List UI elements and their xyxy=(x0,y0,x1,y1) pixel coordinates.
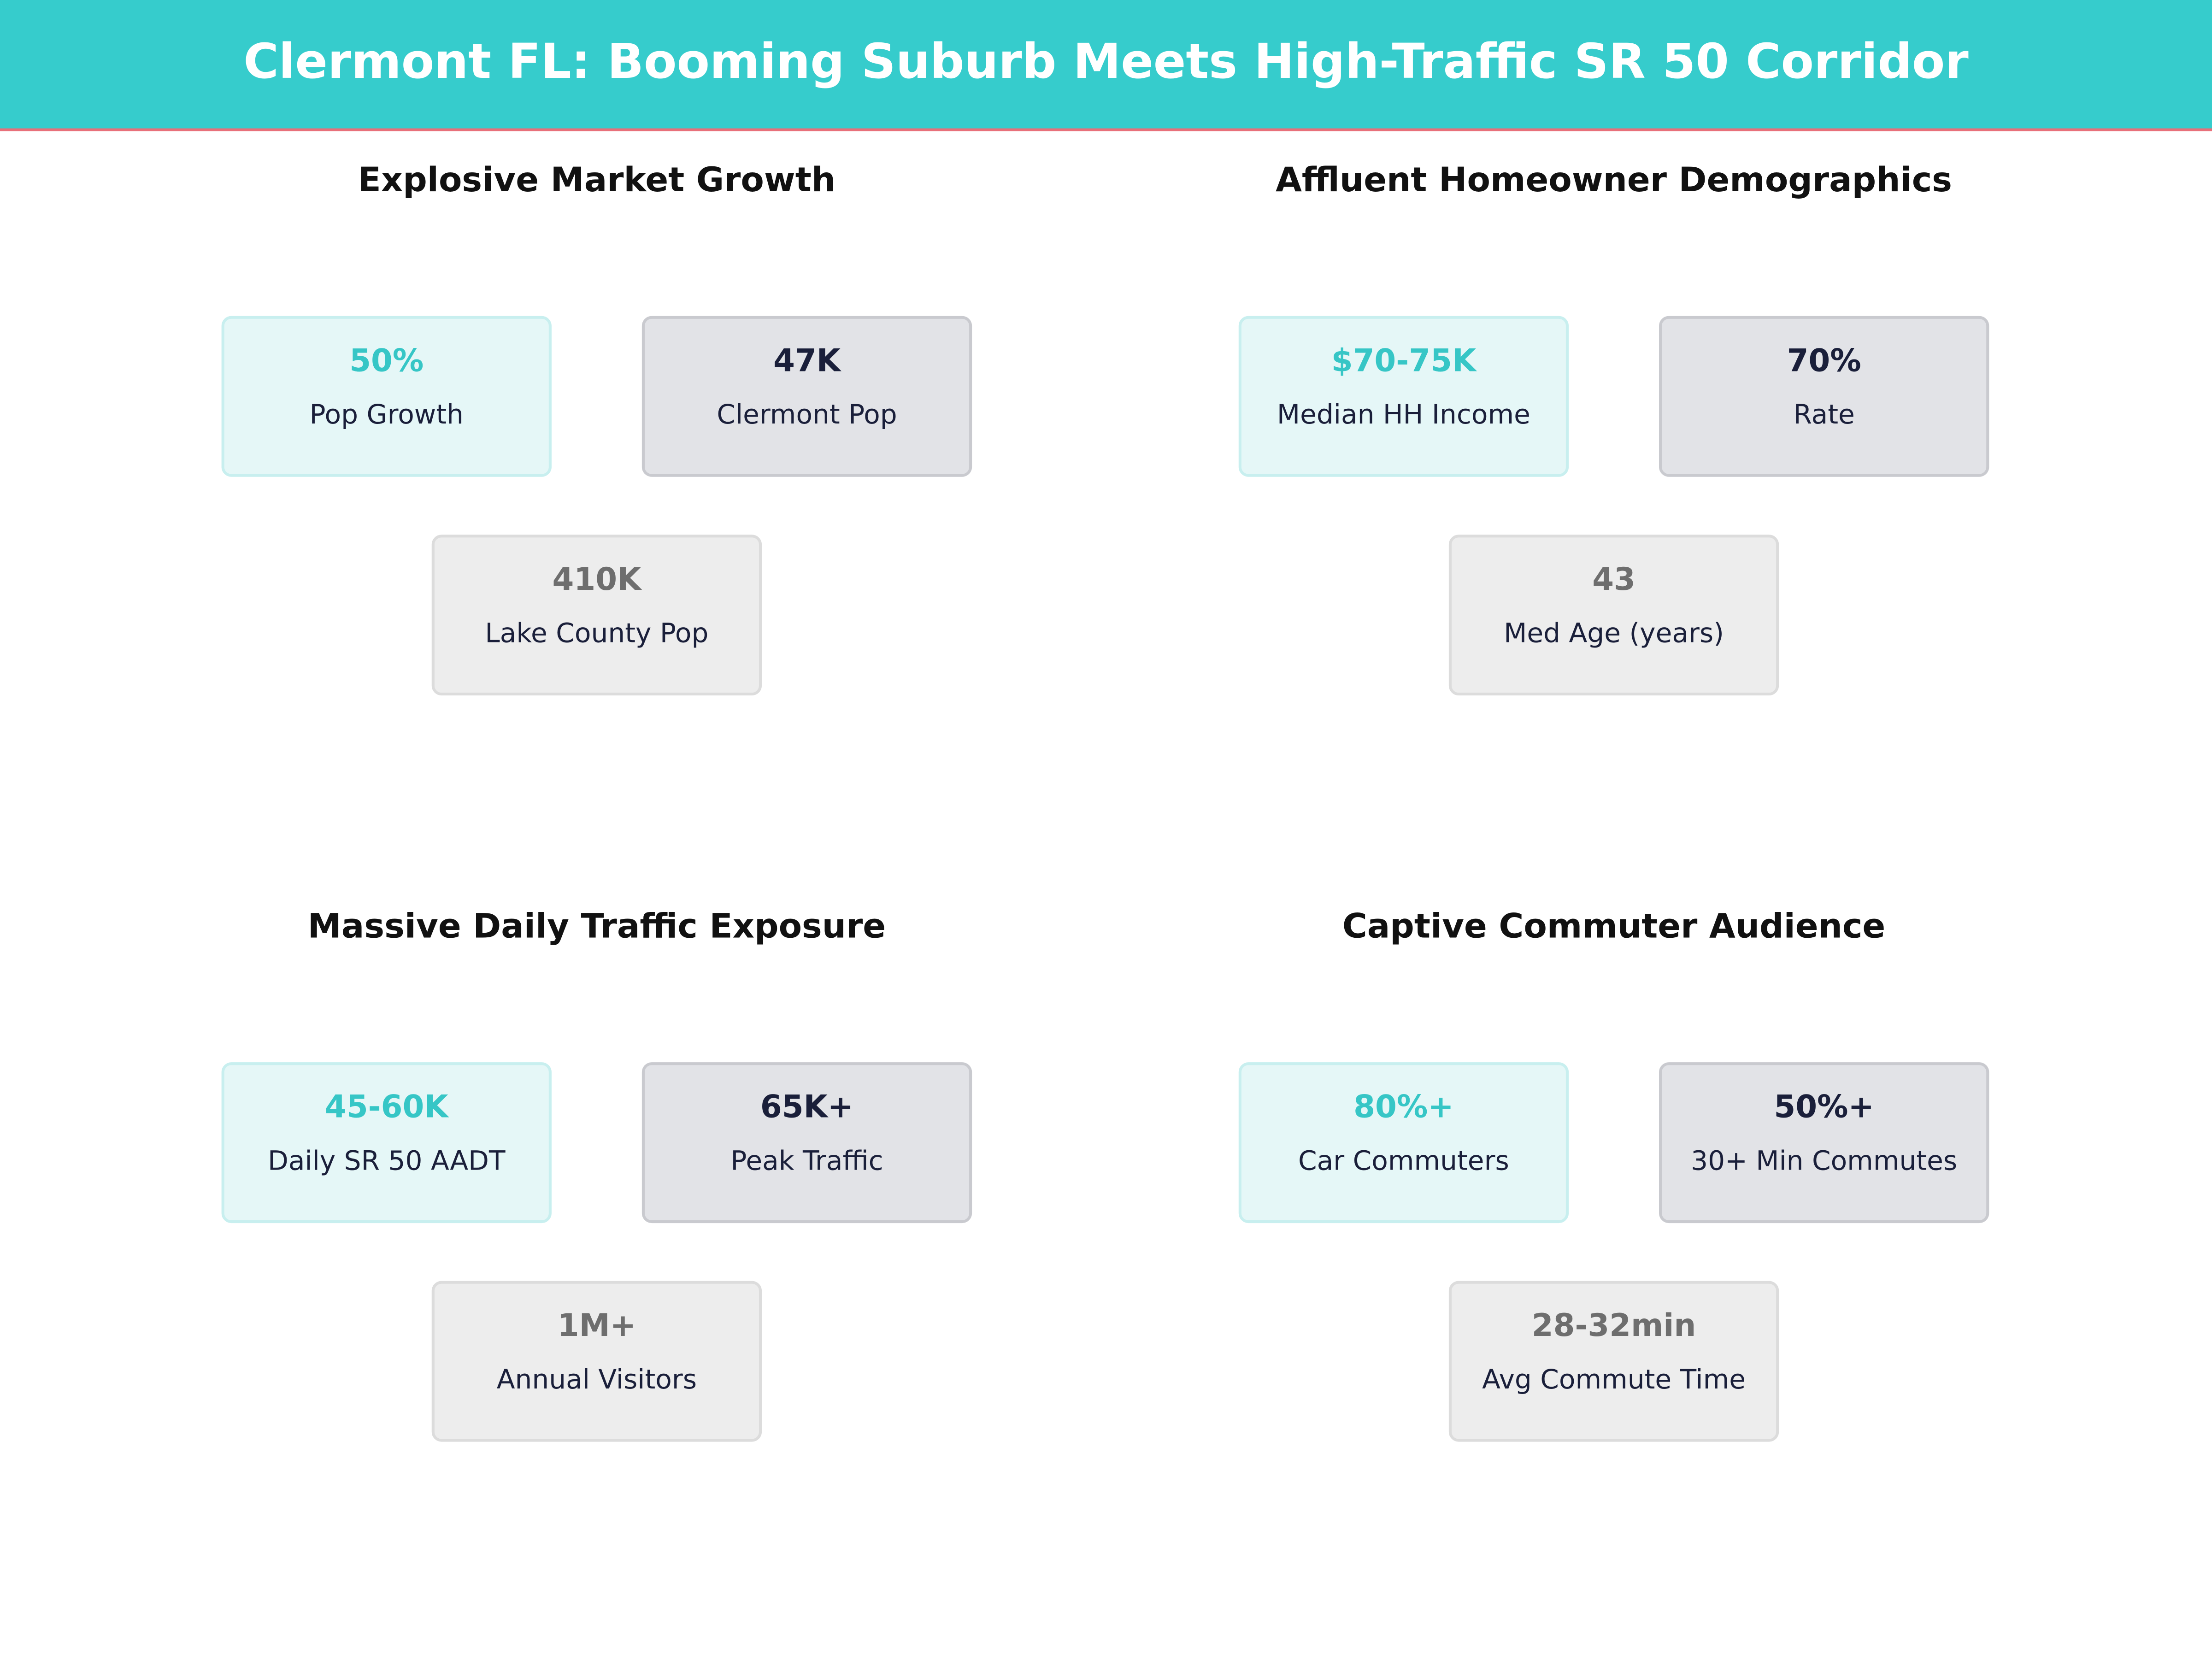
stat-value: 70% xyxy=(1787,342,1861,378)
stat-label: Daily SR 50 AADT xyxy=(268,1145,506,1177)
panel-title: Affluent Homeowner Demographics xyxy=(1276,160,1952,200)
stat-value: 47K xyxy=(773,342,842,378)
stat-card xyxy=(431,1281,762,1442)
stat-card xyxy=(221,316,552,477)
stat-card xyxy=(1238,1062,1569,1224)
header-title: Clermont FL: Booming Suburb Meets High-T… xyxy=(243,33,1969,89)
panel-title: Explosive Market Growth xyxy=(358,160,835,200)
stat-label: Rate xyxy=(1793,399,1854,430)
stat-value: 43 xyxy=(1592,561,1635,597)
stat-card xyxy=(1659,1062,1989,1224)
stat-card xyxy=(221,1062,552,1224)
stat-card xyxy=(431,535,762,696)
stat-value: 45-60K xyxy=(325,1088,449,1125)
stat-value: 80%+ xyxy=(1353,1088,1454,1125)
stat-card xyxy=(1659,316,1989,477)
stat-value: 28-32min xyxy=(1532,1307,1696,1343)
stat-value: 410K xyxy=(553,561,643,597)
stat-label: Peak Traffic xyxy=(730,1145,883,1177)
stat-value: $70-75K xyxy=(1331,342,1477,378)
stat-value: 65K+ xyxy=(760,1088,853,1125)
stat-label: Car Commuters xyxy=(1298,1145,1509,1177)
stat-label: Pop Growth xyxy=(310,399,464,430)
panel-title: Massive Daily Traffic Exposure xyxy=(308,906,886,946)
stat-card xyxy=(641,1062,972,1224)
stat-value: 50%+ xyxy=(1774,1088,1874,1125)
stat-card xyxy=(641,316,972,477)
stat-value: 50% xyxy=(349,342,424,378)
header-bar xyxy=(0,0,2212,130)
header-rule xyxy=(0,128,2212,131)
stat-card xyxy=(1238,316,1569,477)
stat-label: Avg Commute Time xyxy=(1482,1364,1746,1395)
panel-title: Captive Commuter Audience xyxy=(1342,906,1885,946)
stat-card xyxy=(1448,535,1779,696)
stat-label: 30+ Min Commutes xyxy=(1691,1145,1957,1177)
stat-label: Annual Visitors xyxy=(497,1364,697,1395)
stat-value: 1M+ xyxy=(558,1307,636,1343)
stat-label: Lake County Pop xyxy=(485,618,708,649)
stat-label: Med Age (years) xyxy=(1504,618,1724,649)
stat-label: Clermont Pop xyxy=(717,399,897,430)
stat-card xyxy=(1448,1281,1779,1442)
stat-label: Median HH Income xyxy=(1277,399,1530,430)
